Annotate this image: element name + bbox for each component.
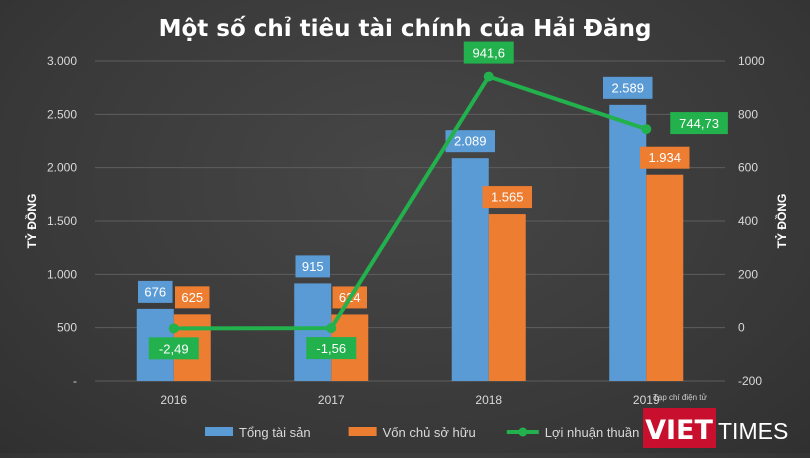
- line-label-box: [148, 337, 199, 360]
- data-label: 1.934: [648, 150, 681, 165]
- data-label-box: [295, 255, 330, 278]
- data-label-box: [175, 286, 210, 309]
- bar: [609, 104, 647, 381]
- y-tick-label: 1.000: [47, 267, 77, 281]
- legend-label: Lợi nhuận thuần: [545, 425, 640, 440]
- legend-marker: [518, 427, 528, 437]
- line-point: [168, 323, 179, 334]
- data-label: 625: [181, 290, 203, 305]
- data-label: 2.089: [454, 134, 487, 149]
- y-tick-label: 500: [57, 321, 77, 335]
- watermark-logo-box: [643, 408, 716, 448]
- line-data-label: 941,6: [472, 46, 505, 61]
- bar: [646, 174, 684, 381]
- y2-tick-label: 0: [738, 321, 745, 335]
- y-tick-label: 2.000: [47, 161, 77, 175]
- y2-tick-label: 200: [738, 267, 758, 281]
- legend-label: Vốn chủ sở hữu: [383, 425, 476, 440]
- y-tick-label: 1.500: [47, 214, 77, 228]
- y-tick-label: -: [73, 374, 77, 388]
- y2-tick-label: 800: [738, 107, 758, 121]
- data-label: 2.589: [611, 80, 644, 95]
- watermark-brand-left: VIET: [645, 415, 713, 446]
- data-label-box: [138, 280, 173, 303]
- data-label-box: [482, 186, 532, 209]
- legend-swatch: [348, 427, 377, 436]
- legend-swatch: [205, 427, 233, 436]
- watermark-brand-right: TIMES: [718, 418, 788, 444]
- y-axis-title: TỶ ĐỒNG: [24, 194, 39, 249]
- watermark-tagline: Tạp chí điện tử: [653, 393, 707, 402]
- line-label-box: [306, 337, 357, 360]
- line-label-box: [670, 112, 728, 135]
- x-tick-label: 2017: [318, 393, 345, 407]
- bar: [294, 283, 332, 381]
- x-tick-label: 2018: [475, 393, 502, 407]
- data-label: 676: [144, 284, 166, 299]
- data-label-box: [603, 76, 653, 99]
- data-label: 1.565: [491, 190, 524, 205]
- data-label-box: [445, 130, 495, 153]
- line-label-box: [463, 41, 514, 64]
- line-point: [483, 71, 494, 82]
- line-data-label: 744,73: [679, 116, 719, 131]
- x-tick-label: 2016: [160, 393, 187, 407]
- chart-title: Một số chỉ tiêu tài chính của Hải Đăng: [159, 15, 652, 42]
- line-point: [641, 124, 652, 135]
- y2-tick-label: 1000: [738, 54, 765, 68]
- data-label: 915: [302, 259, 324, 274]
- y-tick-label: 2.500: [47, 107, 77, 121]
- y-tick-label: 3.000: [47, 54, 77, 68]
- line-point: [326, 323, 337, 334]
- legend-label: Tổng tài sản: [239, 425, 311, 440]
- y2-tick-label: 400: [738, 214, 758, 228]
- x-tick-label: 2019: [633, 393, 660, 407]
- bar: [488, 214, 526, 381]
- line-data-label: -2,49: [159, 341, 189, 356]
- data-label-box: [640, 146, 690, 169]
- line-data-label: -1,56: [316, 341, 346, 356]
- line-series: [173, 74, 647, 331]
- y2-axis-title: TỶ ĐỒNG: [774, 194, 789, 249]
- y2-tick-label: -200: [738, 374, 762, 388]
- y2-tick-label: 600: [738, 161, 758, 175]
